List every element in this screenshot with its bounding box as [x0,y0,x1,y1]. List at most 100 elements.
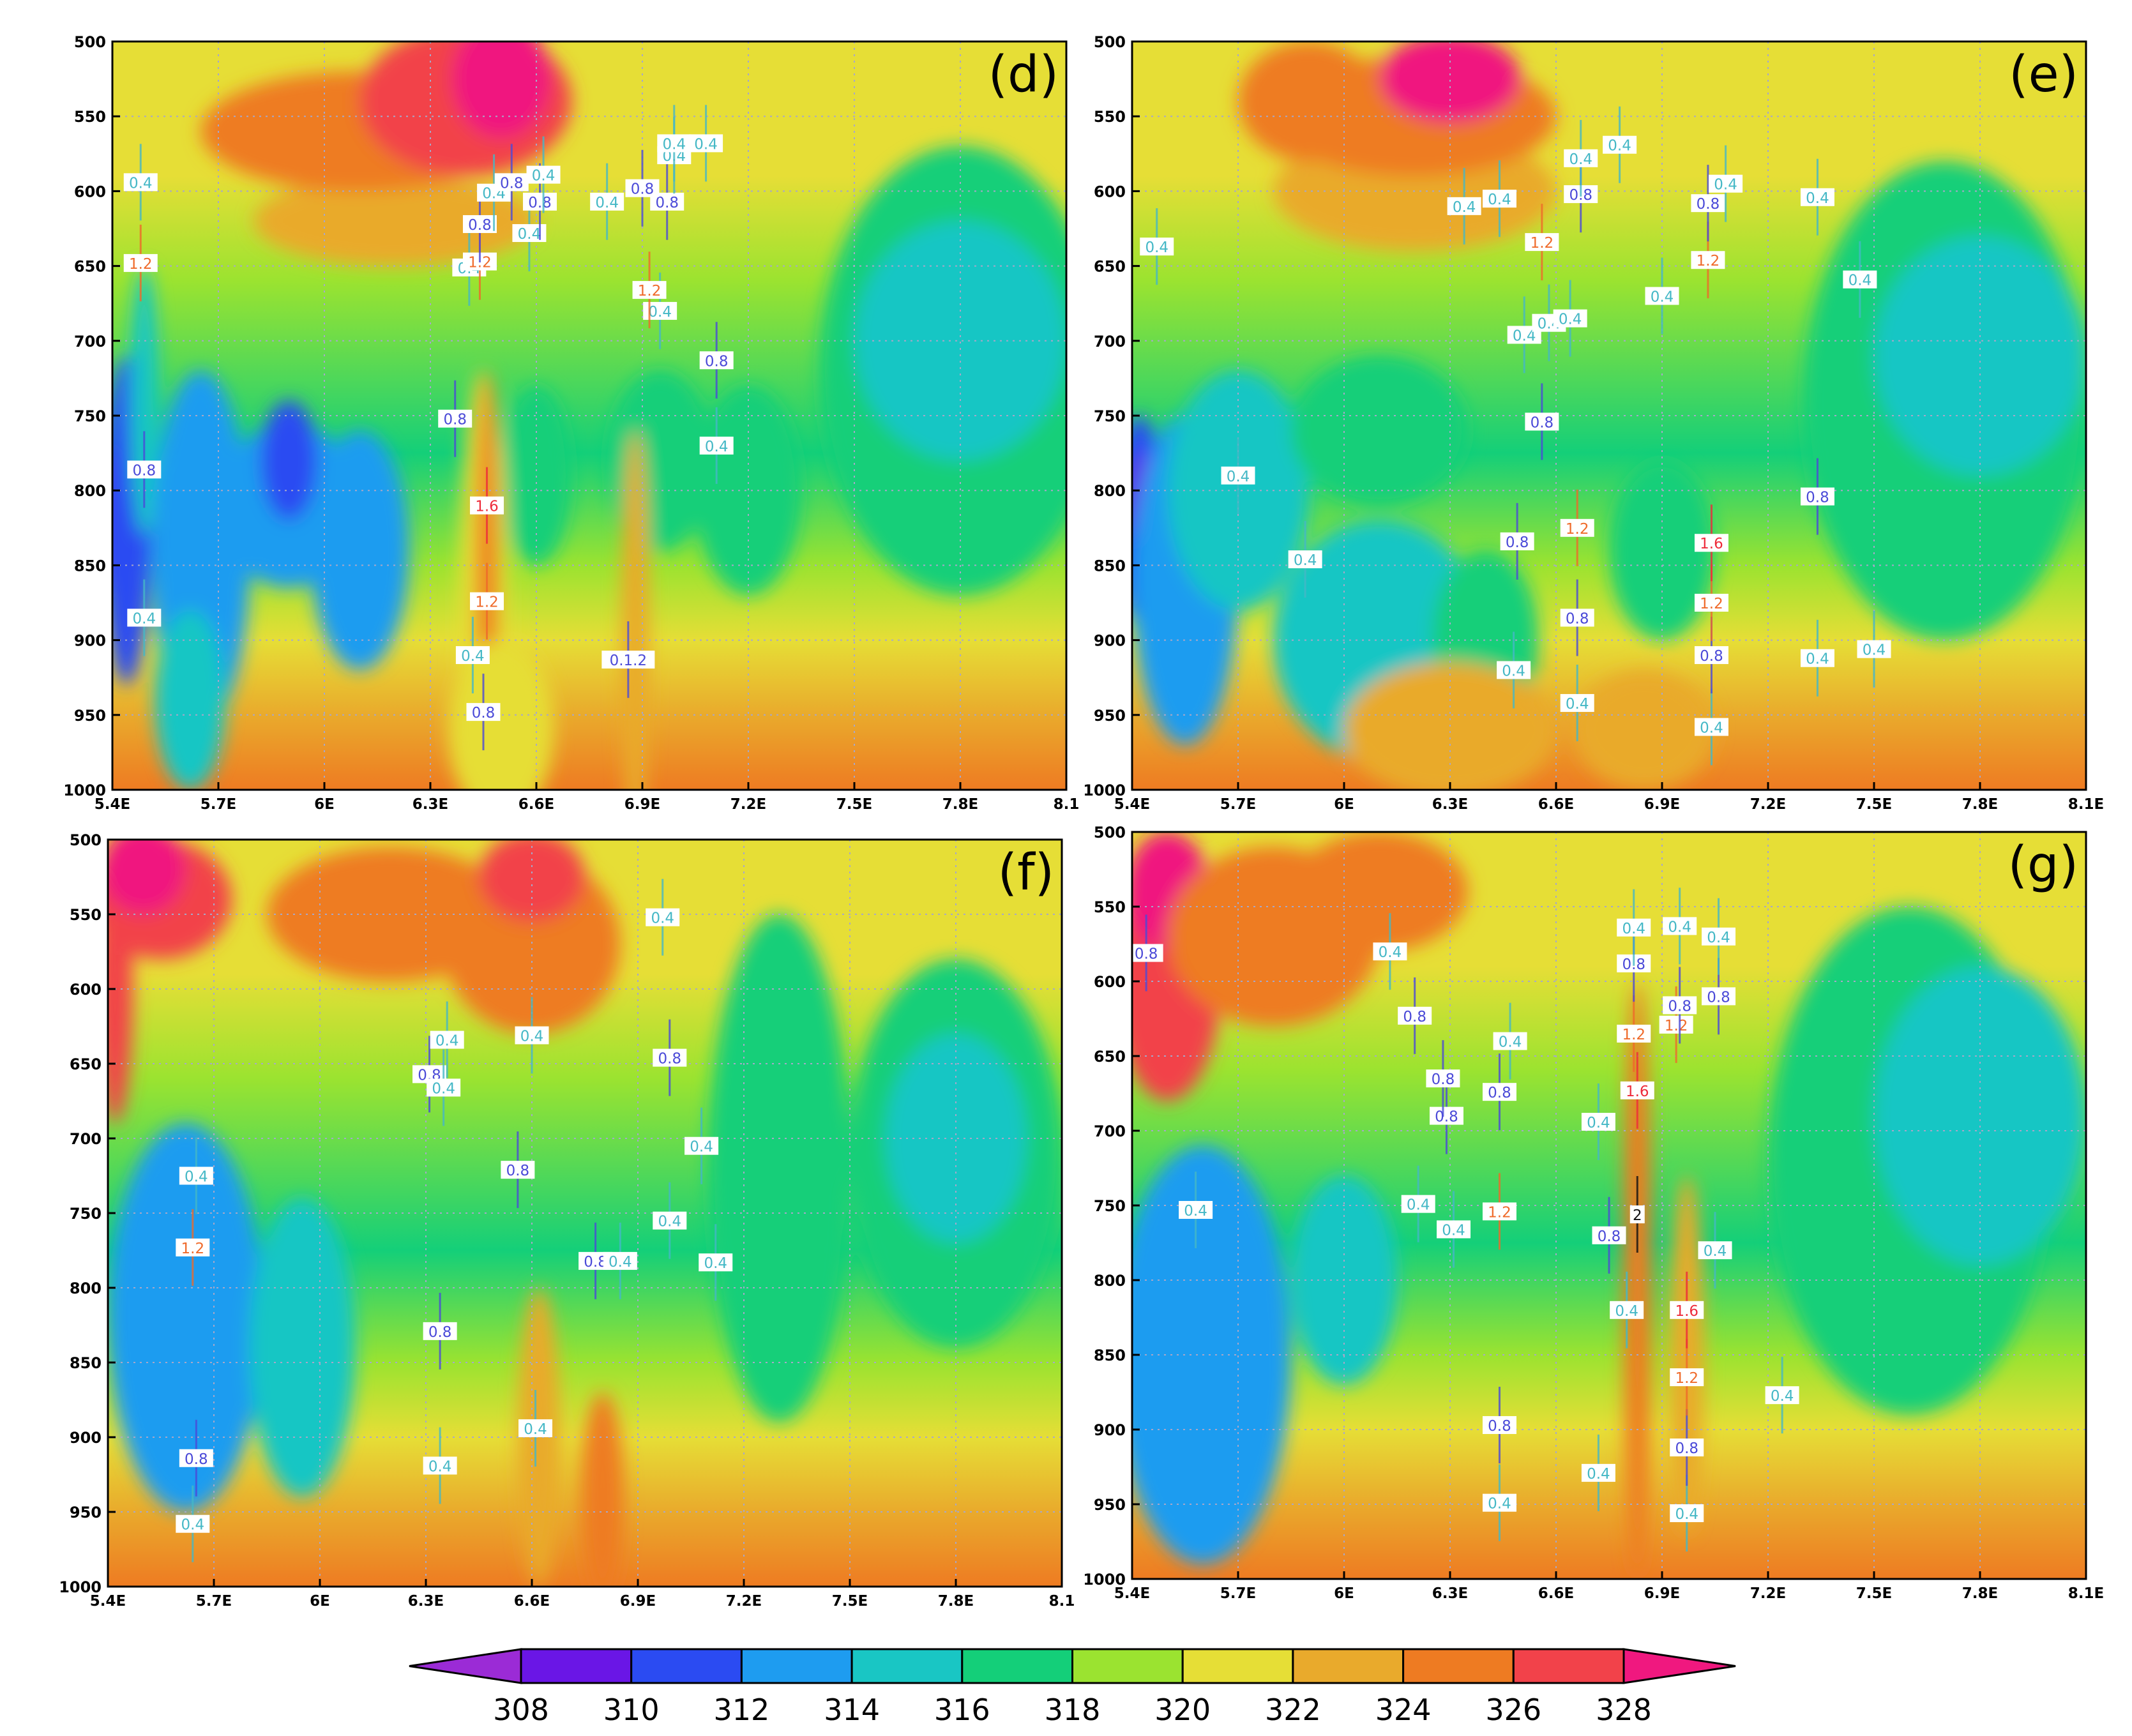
contour-label-bg [1800,649,1834,667]
contour-label-bg [1553,309,1587,328]
colorbar-tick-label: 328 [1596,1693,1652,1727]
y-tick-label: 600 [74,183,106,200]
contour-label-bg [689,134,723,153]
contour-label: 0.4 [1707,930,1730,946]
contour-label-bg [518,1419,553,1437]
panel-label: (g) [2008,836,2078,894]
colorbar-swatch [1512,1648,1625,1684]
contour-label-bg [1426,1069,1460,1088]
colorbar-swatch [1402,1648,1515,1684]
contour-label: 0.8 [1697,196,1720,213]
contour-label: 1.2 [638,283,662,299]
colorbar-tick-label: 312 [713,1693,769,1727]
contour-label-bg [462,215,497,233]
contour-label-bg [1800,188,1834,206]
contour-label: 0.4 [648,304,672,321]
x-tick-label: 6E [314,796,335,813]
y-tick-label: 900 [1094,632,1126,650]
contour-label-bg [1437,1220,1471,1239]
contour-label: 1.2 [1622,1027,1645,1043]
colorbar-swatch [520,1648,633,1684]
contour-label-bg [438,409,473,428]
theta-e-field [1132,42,2086,790]
x-tick-label: 7.8E [942,796,978,813]
x-tick-label: 7.8E [1962,1585,1998,1602]
field-region [607,370,713,550]
contour-label: 0.8 [1435,1109,1458,1126]
contour-label: 0.8 [1488,1085,1511,1101]
field-region [1573,670,1715,790]
contour-label-bg [1702,927,1736,946]
y-tick-label: 600 [1094,973,1126,991]
contour-label: 1.2 [1697,253,1720,269]
contour-labels: 0.4 0.4 0.8 1.2 0.8 0.4 0.4 0.8 0.8 0.8 0.4 0.4 0.4 0… [1129,887,1799,1552]
contour-label-bg [1373,942,1407,961]
contour-label: 0.4 [1863,642,1886,659]
x-tick-label: 5.7E [1220,796,1256,813]
contour-label: 0.4 [1714,177,1737,193]
contour-label-bg [127,608,162,627]
field-region [108,840,186,914]
contour-label: 0.4 [461,648,485,665]
contour-label-bg [1670,1301,1704,1319]
x-tick-label: 6E [310,1593,330,1610]
contour-label: 0.8 [658,1051,682,1068]
contour-label: 0.4 [595,195,619,211]
x-axis: 5.4E 5.7E 6E 6.3E 6.6E 6.9E 7.2E 7.5E 7.8E 8.1 [90,1579,1075,1610]
contour-label-bg [1482,1493,1516,1512]
contour-label-bg [1645,287,1679,305]
contour-label-bg [1581,1112,1615,1131]
contour-label-bg [515,1026,549,1045]
contour-label-bg [1581,1463,1615,1482]
contour-label: 0.4 [1700,720,1723,737]
contour-label: 0.4 [181,1517,205,1534]
contour-label-bg [1617,918,1651,937]
colorbar-swatch [1071,1648,1184,1684]
contour-label: 0.4 [1615,1303,1638,1320]
contour-label: 0.4 [705,439,729,455]
colorbar-tick-label: 308 [493,1693,549,1727]
contour-label-bg [1694,594,1728,612]
y-tick-label: 550 [74,108,106,126]
contour-label: 1.2 [129,256,153,273]
contour-label-bg [1179,1201,1213,1219]
contour-label: 0.8 [468,217,492,234]
colorbar: 308 310 312 314 316 318 320 322 324 326 328 [409,1648,1736,1727]
contour-label-bg [1129,944,1163,962]
contour-label-bg [1288,550,1322,569]
x-tick-label: 5.4E [90,1593,126,1610]
y-tick-label: 850 [74,557,106,575]
x-tick-label: 5.7E [1220,1585,1256,1602]
y-tick-label: 950 [74,707,106,725]
contour-label: 0.8 [1707,989,1730,1006]
contour-label-bg [1670,1438,1704,1457]
contour-label-bg [1429,1106,1463,1125]
x-tick-label: 7.8E [1962,796,1998,813]
contour-label: 1.2 [475,594,499,611]
x-tick-label: 7.2E [726,1593,762,1610]
x-tick-label: 5.7E [200,796,236,813]
field-region [854,221,1066,461]
panel-2: 0.40.81.20.40.40.80.80.40.40.40.80.40.8 0… [59,831,1075,1610]
x-tick-label: 7.5E [836,796,872,813]
contour-label-bg [1670,1368,1704,1387]
contour-label: 1.2 [1665,1018,1688,1034]
y-tick-label: 650 [1094,258,1126,276]
contour-label: 0.4 [1566,696,1589,713]
x-tick-label: 6.3E [412,796,448,813]
x-tick-label: 7.5E [1856,1585,1892,1602]
field-region [249,1198,356,1497]
theta-e-field [112,42,1066,790]
contour-label: 0.4 [1806,651,1829,668]
contour-label-bg [1663,917,1697,935]
x-axis: 5.4E 5.7E 6E 6.3E 6.6E 6.9E 7.2E 7.5E 7.8E 8.1E [1114,1571,2104,1602]
y-tick-label: 950 [1094,1496,1126,1514]
y-tick-label: 850 [1094,557,1126,575]
contour-label-bg [1140,238,1174,256]
contour-labels: 0.40.81.20.40.40.80.80.40.40.40.80.40.8 0… [176,879,733,1562]
contour-label: 0.8 [1135,946,1158,963]
y-tick-label: 500 [74,33,106,51]
contour-label: 0.4 [1502,663,1525,679]
contour-label: 0.8 [500,175,524,192]
contour-label-bg [423,1322,457,1340]
